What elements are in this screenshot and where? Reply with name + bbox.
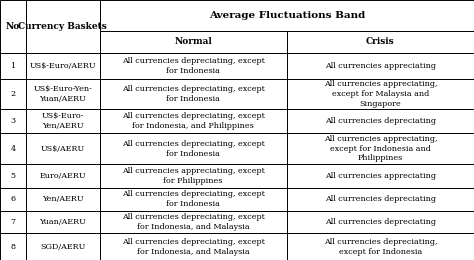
Bar — [0, 233, 26, 260]
Text: All currencies appreciating: All currencies appreciating — [325, 172, 436, 180]
Bar — [287, 109, 474, 133]
Text: All currencies depreciating: All currencies depreciating — [325, 117, 436, 125]
Text: 5: 5 — [10, 172, 16, 180]
Text: Crisis: Crisis — [366, 37, 395, 47]
Bar — [287, 79, 474, 109]
Text: All currencies depreciating, except
for Indonesia, and Malaysia: All currencies depreciating, except for … — [122, 238, 264, 256]
Text: US$-Euro-
Yen/AERU: US$-Euro- Yen/AERU — [42, 112, 84, 130]
Bar — [100, 211, 287, 233]
Text: 8: 8 — [10, 243, 16, 251]
Bar — [100, 53, 287, 79]
Text: All currencies depreciating, except
for Indonesia: All currencies depreciating, except for … — [122, 140, 264, 158]
Bar — [26, 133, 100, 164]
Bar — [0, 109, 26, 133]
Bar — [26, 211, 100, 233]
Text: US$-Euro-Yen-
Yuan/AERU: US$-Euro-Yen- Yuan/AERU — [33, 85, 92, 103]
Bar — [287, 211, 474, 233]
Bar — [0, 211, 26, 233]
Bar — [0, 0, 26, 53]
Text: 1: 1 — [10, 62, 16, 70]
Bar — [26, 233, 100, 260]
Text: 6: 6 — [10, 195, 16, 203]
Bar — [100, 0, 474, 31]
Text: 4: 4 — [10, 145, 16, 153]
Bar — [26, 79, 100, 109]
Bar — [100, 79, 287, 109]
Text: SGD/AERU: SGD/AERU — [40, 243, 85, 251]
Bar — [287, 164, 474, 188]
Text: Currency Baskets: Currency Baskets — [18, 22, 107, 31]
Bar — [0, 53, 26, 79]
Bar — [287, 133, 474, 164]
Text: All currencies depreciating, except
for Indonesia, and Malaysia: All currencies depreciating, except for … — [122, 213, 264, 231]
Bar — [100, 188, 287, 211]
Text: Normal: Normal — [174, 37, 212, 47]
Bar — [287, 233, 474, 260]
Bar — [287, 188, 474, 211]
Text: All currencies appreciating, except
for Philippines: All currencies appreciating, except for … — [122, 167, 264, 185]
Text: 7: 7 — [10, 218, 16, 226]
Text: Euro/AERU: Euro/AERU — [39, 172, 86, 180]
Text: Yen/AERU: Yen/AERU — [42, 195, 83, 203]
Bar — [287, 31, 474, 53]
Bar — [26, 0, 100, 53]
Text: US$/AERU: US$/AERU — [41, 145, 85, 153]
Text: All currencies appreciating,
except for Indonesia and
Philippines: All currencies appreciating, except for … — [324, 135, 437, 162]
Text: All currencies depreciating, except
for Indonesia: All currencies depreciating, except for … — [122, 190, 264, 208]
Bar — [100, 133, 287, 164]
Text: All currencies depreciating: All currencies depreciating — [325, 218, 436, 226]
Bar — [100, 233, 287, 260]
Text: 3: 3 — [10, 117, 16, 125]
Bar — [0, 164, 26, 188]
Bar — [100, 109, 287, 133]
Bar — [100, 164, 287, 188]
Bar — [287, 53, 474, 79]
Text: All currencies appreciating: All currencies appreciating — [325, 62, 436, 70]
Text: All currencies depreciating: All currencies depreciating — [325, 195, 436, 203]
Text: 2: 2 — [10, 90, 16, 98]
Bar — [26, 164, 100, 188]
Text: All currencies depreciating,
except for Indonesia: All currencies depreciating, except for … — [324, 238, 437, 256]
Bar — [0, 133, 26, 164]
Text: All currencies appreciating,
except for Malaysia and
Singapore: All currencies appreciating, except for … — [324, 80, 437, 108]
Bar — [26, 188, 100, 211]
Text: All currencies depreciating, except
for Indonesia, and Philippines: All currencies depreciating, except for … — [122, 112, 264, 130]
Text: No: No — [6, 22, 20, 31]
Bar — [0, 79, 26, 109]
Text: All currencies depreciating, except
for Indonesia: All currencies depreciating, except for … — [122, 57, 264, 75]
Bar — [26, 53, 100, 79]
Bar — [26, 109, 100, 133]
Text: Average Fluctuations Band: Average Fluctuations Band — [209, 11, 365, 20]
Text: Yuan/AERU: Yuan/AERU — [39, 218, 86, 226]
Text: US$-Euro/AERU: US$-Euro/AERU — [29, 62, 96, 70]
Bar — [100, 31, 287, 53]
Text: All currencies depreciating, except
for Indonesia: All currencies depreciating, except for … — [122, 85, 264, 103]
Bar — [0, 188, 26, 211]
